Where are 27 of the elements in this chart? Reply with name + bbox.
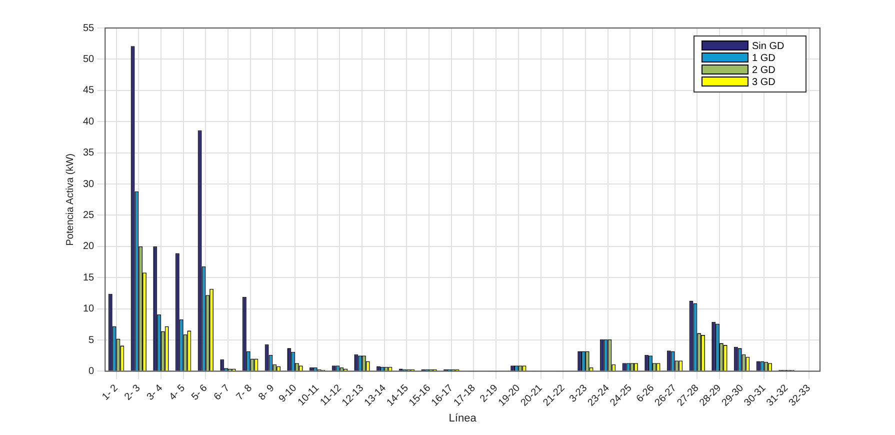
y-tick-label: 20	[83, 241, 95, 252]
y-tick-label: 0	[88, 366, 95, 377]
legend-label: Sin GD	[752, 40, 784, 52]
x-tick-label: 2- 3	[122, 382, 144, 403]
x-tick-label: 5- 6	[190, 382, 210, 403]
y-tick-label: 55	[83, 22, 95, 34]
x-tick-label: 1- 2	[100, 382, 121, 403]
y-tick-label: 40	[83, 116, 95, 128]
x-tick-label: 3- 4	[145, 382, 166, 403]
x-tick-label: 8- 9	[256, 382, 278, 403]
y-tick-label: 15	[83, 272, 95, 284]
y-tick-label: 25	[83, 210, 95, 221]
y-tick-label: 35	[83, 148, 95, 159]
y-axis-title: Potencia Activa (kW)	[64, 153, 76, 246]
x-tick-label: 4- 5	[167, 382, 188, 403]
legend-label: 2 GD	[752, 64, 776, 76]
x-tick-label: 6- 7	[212, 382, 232, 403]
legend-label: 1 GD	[752, 52, 776, 64]
x-tick-label: 7- 8	[234, 382, 255, 403]
y-tick-label: 10	[83, 304, 95, 315]
y-tick-label: 50	[83, 54, 95, 65]
y-tick-label: 45	[83, 85, 95, 96]
y-tick-label: 5	[88, 334, 95, 346]
legend-label: 3 GD	[752, 76, 776, 88]
x-axis-title: Línea	[448, 412, 478, 424]
x-tick-label: 9-10	[277, 382, 300, 405]
y-tick-label: 30	[83, 178, 95, 190]
